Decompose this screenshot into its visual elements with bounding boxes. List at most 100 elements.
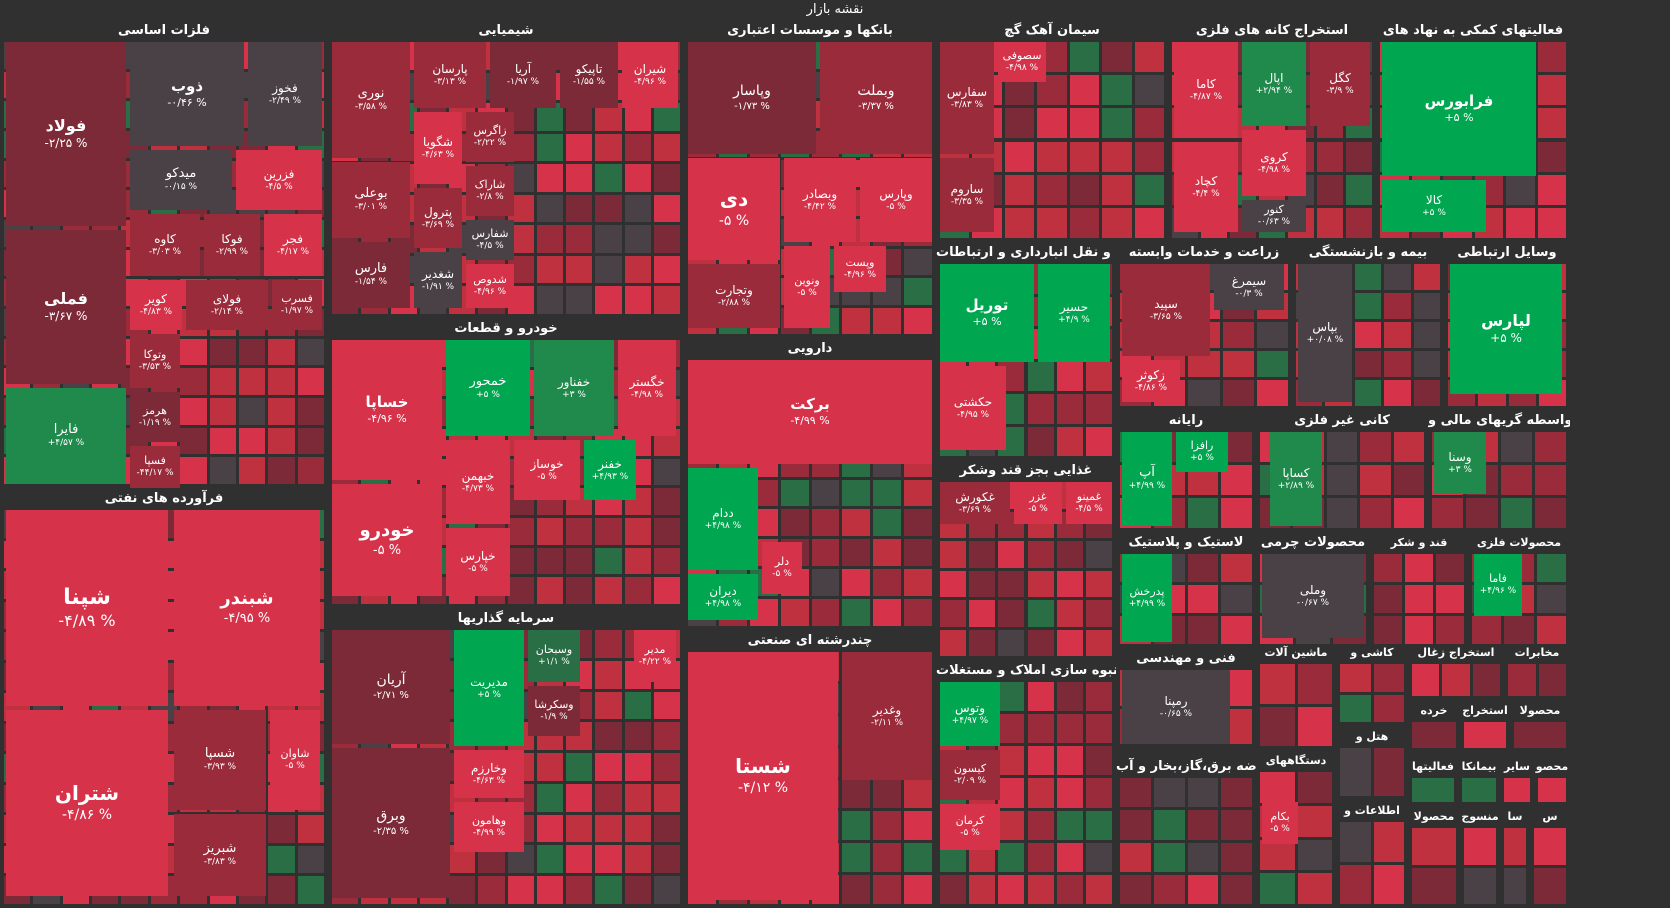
stock-tile-small[interactable] (780, 599, 809, 626)
stock-tile-small[interactable] (1027, 842, 1054, 872)
stock-tile-small[interactable] (842, 307, 871, 334)
stock-tile-small[interactable] (1384, 264, 1411, 290)
stock-tile[interactable]: توریل +۵ % (940, 264, 1034, 362)
stock-tile[interactable]: فارس -۱/۵۴ % (332, 242, 410, 308)
stock-tile-small[interactable] (842, 539, 871, 567)
stock-tile-small[interactable] (209, 338, 236, 366)
stock-tile-small[interactable] (1413, 380, 1440, 406)
stock-tile[interactable]: سپید -۳/۶۵ % (1122, 264, 1210, 356)
stock-tile-small[interactable] (1340, 822, 1371, 862)
stock-tile-small[interactable] (998, 570, 1025, 597)
stock-tile-small[interactable] (1508, 664, 1536, 696)
stock-tile-small[interactable] (653, 753, 680, 781)
stock-tile-small[interactable] (536, 814, 563, 843)
stock-tile-small[interactable] (1472, 616, 1502, 644)
stock-tile-small[interactable] (566, 577, 593, 604)
stock-tile-small[interactable] (1538, 778, 1566, 802)
stock-tile-small[interactable] (1536, 616, 1566, 644)
stock-tile-small[interactable] (1384, 322, 1411, 348)
stock-tile-small[interactable] (1037, 174, 1067, 205)
stock-tile-small[interactable] (1536, 585, 1566, 613)
stock-tile[interactable]: شغدیر -۱/۹۱ % (414, 252, 462, 308)
stock-tile-small[interactable] (1405, 616, 1433, 644)
stock-tile[interactable]: پدرخش +۴/۹۹ % (1122, 554, 1172, 642)
stock-tile-small[interactable] (873, 779, 902, 809)
stock-tile-small[interactable] (842, 843, 871, 873)
stock-tile-small[interactable] (595, 194, 622, 223)
stock-tile-small[interactable] (1384, 351, 1411, 377)
stock-tile-small[interactable] (1102, 42, 1132, 73)
stock-tile-small[interactable] (1037, 141, 1067, 172)
stock-tile-small[interactable] (811, 539, 840, 567)
stock-tile-small[interactable] (940, 570, 967, 597)
stock-tile-small[interactable] (1027, 714, 1054, 744)
stock-tile-small[interactable] (969, 874, 996, 904)
stock-tile[interactable]: آریا -۱/۹۷ % (490, 42, 556, 108)
stock-tile-small[interactable] (566, 753, 593, 781)
stock-tile-small[interactable] (1340, 694, 1371, 722)
stock-tile-small[interactable] (653, 518, 680, 545)
stock-tile[interactable]: وسکرشا -۱/۹ % (528, 686, 580, 736)
stock-tile-small[interactable] (478, 876, 505, 904)
stock-tile-small[interactable] (595, 518, 622, 545)
stock-tile[interactable]: پترول -۳/۶۹ % (414, 188, 462, 248)
stock-tile-small[interactable] (1537, 42, 1566, 73)
stock-tile-small[interactable] (1134, 42, 1164, 73)
stock-tile-small[interactable] (1085, 600, 1112, 627)
stock-tile[interactable]: حسیر +۴/۹ % (1038, 264, 1110, 362)
stock-tile-small[interactable] (1360, 432, 1391, 462)
stock-tile-small[interactable] (1354, 264, 1382, 290)
stock-tile-small[interactable] (998, 778, 1025, 808)
stock-tile-small[interactable] (1085, 541, 1112, 568)
stock-tile[interactable]: شبندر -۴/۹۵ % (174, 510, 320, 706)
stock-tile[interactable]: آپ +۴/۹۹ % (1122, 432, 1172, 526)
stock-tile-small[interactable] (904, 278, 932, 305)
stock-tile-small[interactable] (1504, 828, 1526, 865)
stock-tile-small[interactable] (536, 518, 563, 545)
stock-tile-small[interactable] (653, 133, 680, 162)
stock-tile-small[interactable] (1102, 207, 1132, 238)
stock-tile[interactable]: شتران -۴/۸۶ % (6, 710, 168, 896)
stock-tile-small[interactable] (1360, 465, 1391, 495)
stock-tile-small[interactable] (536, 547, 563, 575)
stock-tile-small[interactable] (1326, 432, 1358, 462)
stock-tile-small[interactable] (595, 876, 622, 904)
stock-tile-small[interactable] (1393, 432, 1424, 462)
stock-tile[interactable]: وپارس -۵ % (860, 158, 932, 242)
stock-tile-small[interactable] (811, 569, 840, 597)
stock-tile-small[interactable] (1260, 664, 1295, 704)
stock-tile-small[interactable] (595, 164, 622, 192)
stock-tile-small[interactable] (1412, 867, 1456, 904)
stock-tile[interactable]: شگویا -۴/۶۳ % (414, 112, 462, 184)
stock-tile[interactable]: وپست -۴/۹۶ % (834, 246, 886, 292)
stock-tile-small[interactable] (624, 783, 651, 812)
stock-tile[interactable]: فرابورس +۵ % (1382, 42, 1536, 176)
stock-tile-small[interactable] (842, 599, 871, 626)
stock-tile-small[interactable] (653, 255, 680, 284)
stock-tile-small[interactable] (1027, 394, 1054, 424)
stock-tile-small[interactable] (566, 783, 593, 812)
stock-tile-small[interactable] (904, 569, 932, 597)
stock-tile[interactable]: بکام -۵ % (1262, 802, 1298, 844)
stock-tile-small[interactable] (1056, 810, 1083, 840)
stock-tile-small[interactable] (1027, 361, 1054, 391)
stock-tile-small[interactable] (969, 600, 996, 627)
stock-tile[interactable]: بوعلی -۳/۰۱ % (332, 162, 410, 238)
stock-tile-small[interactable] (297, 876, 324, 904)
stock-tile[interactable]: وملی -۰/۶۷ % (1262, 554, 1364, 638)
stock-tile-small[interactable] (566, 164, 593, 192)
stock-tile-small[interactable] (536, 876, 563, 904)
stock-tile-small[interactable] (653, 225, 680, 253)
stock-tile-small[interactable] (1464, 867, 1496, 904)
stock-tile-small[interactable] (1534, 828, 1566, 865)
stock-tile-small[interactable] (268, 427, 295, 455)
stock-tile-small[interactable] (1056, 426, 1083, 456)
stock-tile-small[interactable] (1004, 141, 1035, 172)
stock-tile-small[interactable] (780, 479, 809, 507)
stock-tile[interactable]: دلر -۵ % (762, 542, 802, 594)
stock-tile-small[interactable] (1464, 722, 1506, 748)
stock-tile-small[interactable] (268, 338, 295, 366)
stock-tile-small[interactable] (1466, 498, 1498, 528)
stock-tile-small[interactable] (653, 547, 680, 575)
stock-tile-small[interactable] (1187, 842, 1219, 872)
